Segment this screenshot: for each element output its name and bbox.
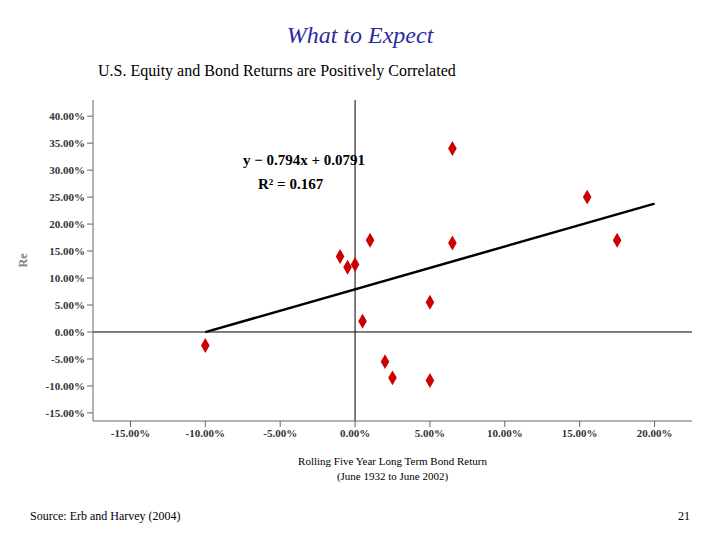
html-text:Source: Erb and Harvey (2004): Source: Erb and Harvey (2004) [30,509,181,523]
svg-text:0.00%: 0.00% [55,326,85,338]
html-text:(June 1932 to June 2002): (June 1932 to June 2002) [336,470,449,482]
svg-text:-15.00%: -15.00% [111,427,150,439]
svg-text:-5.00%: -5.00% [51,353,85,365]
svg-text:20.00%: 20.00% [637,427,673,439]
html-text:21: 21 [678,509,690,523]
html-text:Rolling Five Year Long Term Bo: Rolling Five Year Long Term Bond Return [298,455,487,467]
svg-text:5.00%: 5.00% [55,299,85,311]
svg-text:0.00%: 0.00% [340,427,370,439]
html-text:R² = 0.167: R² = 0.167 [258,176,324,192]
svg-text:-5.00%: -5.00% [263,427,297,439]
svg-text:40.00%: 40.00% [49,110,85,122]
html-text:U.S. Equity and Bond Returns a: U.S. Equity and Bond Returns are Positiv… [98,62,456,79]
svg-text:5.00%: 5.00% [415,427,445,439]
svg-text:-10.00%: -10.00% [186,427,225,439]
svg-text:15.00%: 15.00% [562,427,598,439]
svg-text:-15.00%: -15.00% [46,407,85,419]
html-text:y − 0.794x + 0.0791: y − 0.794x + 0.0791 [243,152,366,168]
svg-text:-10.00%: -10.00% [46,380,85,392]
svg-text:10.00%: 10.00% [49,272,85,284]
svg-text:10.00%: 10.00% [487,427,523,439]
html-text:What to Expect: What to Expect [286,22,434,48]
svg-text:Re: Re [16,253,30,268]
svg-text:15.00%: 15.00% [49,245,85,257]
svg-text:35.00%: 35.00% [49,137,85,149]
svg-text:20.00%: 20.00% [49,218,85,230]
svg-text:30.00%: 30.00% [49,164,85,176]
svg-text:25.00%: 25.00% [49,191,85,203]
